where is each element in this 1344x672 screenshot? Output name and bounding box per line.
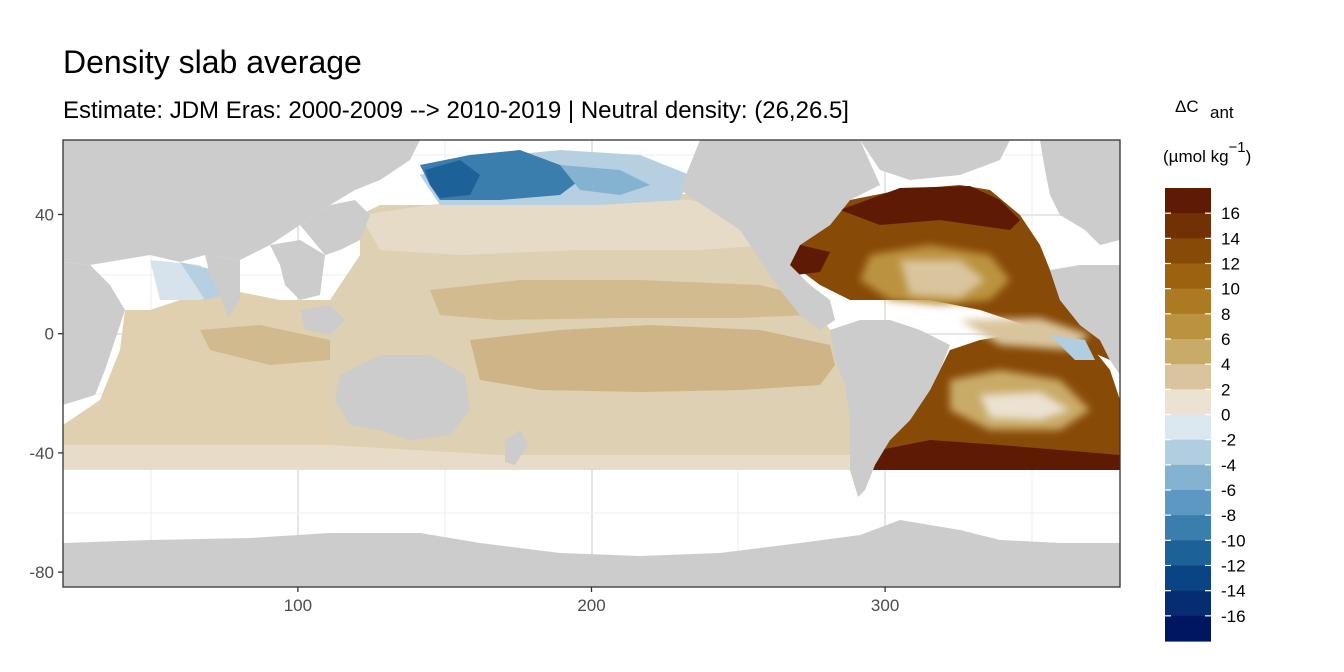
chart-subtitle: Estimate: JDM Eras: 2000-2009 --> 2010-2… <box>63 97 849 124</box>
land-south-america <box>830 320 950 497</box>
land-eurasia-north <box>63 140 420 265</box>
legend-color-step <box>1165 389 1211 416</box>
ocean-band-north-pacific <box>430 280 810 320</box>
x-tick-label: 100 <box>284 596 312 615</box>
legend-label: 0 <box>1221 406 1230 425</box>
legend-label: 14 <box>1221 229 1240 248</box>
y-axis: 40 0 -40 -80 <box>29 206 63 582</box>
legend-label: -10 <box>1221 531 1246 550</box>
legend-label: 2 <box>1221 380 1230 399</box>
land-africa-west <box>1050 265 1120 375</box>
land-maritime-continent <box>300 305 345 335</box>
land-north-america <box>680 140 880 330</box>
legend-title-subscript: ant <box>1210 103 1234 122</box>
legend-color-step <box>1165 590 1211 617</box>
legend-color-step <box>1165 213 1211 239</box>
x-tick-label: 300 <box>871 596 899 615</box>
legend-units-main: (µmol kg <box>1163 147 1229 166</box>
ocean-field <box>63 150 1120 470</box>
land-australia <box>335 355 470 440</box>
ocean-region-south-atlantic-gyre-core <box>980 392 1070 420</box>
legend-color-step <box>1165 339 1211 365</box>
ocean-region-south-atlantic-deep <box>870 440 1120 470</box>
ocean-region-equatorial-atlantic-blue <box>1050 335 1095 360</box>
legend-colorbar <box>1165 188 1211 642</box>
legend-color-step <box>1165 414 1211 441</box>
legend-label: -16 <box>1221 607 1246 626</box>
legend-units-exponent: −1 <box>1229 139 1246 156</box>
land-southeast-asia <box>270 240 325 300</box>
legend-units: (µmol kg−1) <box>1163 139 1251 166</box>
legend-units-close: ) <box>1246 147 1252 166</box>
ocean-band-south-pacific-edge <box>63 445 855 470</box>
ocean-region-atlantic-deep-core <box>840 186 1020 230</box>
legend-color-step <box>1165 565 1211 592</box>
ocean-band-subtropical-gyre <box>360 195 770 255</box>
legend-label: -8 <box>1221 506 1236 525</box>
land-africa <box>63 262 125 405</box>
legend-label: -14 <box>1221 582 1246 601</box>
land-europe <box>1040 140 1120 245</box>
plot-panel <box>62 139 1121 588</box>
x-axis: 100 200 300 <box>284 587 899 615</box>
y-tick-label: 0 <box>45 325 54 344</box>
legend-color-step <box>1165 490 1211 516</box>
ocean-band-equatorial-pacific <box>470 325 835 392</box>
land-east-asia <box>300 200 370 255</box>
legend-label: -4 <box>1221 456 1236 475</box>
legend-label: -12 <box>1221 557 1246 576</box>
legend-label: 8 <box>1221 305 1230 324</box>
legend-label: -6 <box>1221 481 1236 500</box>
y-tick-label: -40 <box>29 444 54 463</box>
legend-label: 6 <box>1221 330 1230 349</box>
legend-color-step <box>1165 464 1211 491</box>
legend-color-step <box>1165 364 1211 390</box>
ocean-region-subpolar-transition <box>560 165 650 195</box>
land-new-zealand <box>505 430 528 465</box>
legend-label: 10 <box>1221 280 1240 299</box>
legend-color-step <box>1165 188 1211 214</box>
land-antarctica <box>63 520 1120 587</box>
legend-color-step <box>1165 515 1211 541</box>
ocean-region-atlantic-gyre-inner <box>900 260 985 298</box>
legend-title-delta: ΔC <box>1175 97 1199 116</box>
legend: ΔC ant (µmol kg−1) 16 14 12 10 8 6 4 2 0 -2 -4 -6 -8… <box>1163 97 1251 642</box>
land-masses <box>63 140 1120 587</box>
legend-color-step <box>1165 615 1211 642</box>
legend-label: 12 <box>1221 255 1240 274</box>
x-tick-label: 200 <box>577 596 605 615</box>
legend-color-step <box>1165 313 1211 340</box>
legend-label: -2 <box>1221 431 1236 450</box>
land-indian-subcontinent <box>205 255 240 318</box>
legend-color-step <box>1165 540 1211 567</box>
legend-label: 16 <box>1221 204 1240 223</box>
legend-labels: 16 14 12 10 8 6 4 2 0 -2 -4 -6 -8 -10 -12 -14 -16 <box>1221 204 1246 626</box>
ocean-band-indian-tropical <box>200 325 330 365</box>
ocean-region-okhotsk-core <box>425 160 480 198</box>
land-greenland <box>860 140 1010 180</box>
legend-color-step <box>1165 288 1211 315</box>
legend-label: 4 <box>1221 355 1230 374</box>
legend-color-step <box>1165 439 1211 466</box>
legend-color-step <box>1165 263 1211 290</box>
y-tick-label: -80 <box>29 563 54 582</box>
legend-color-step <box>1165 238 1211 265</box>
chart-title: Density slab average <box>63 44 362 80</box>
y-tick-label: 40 <box>35 206 54 225</box>
